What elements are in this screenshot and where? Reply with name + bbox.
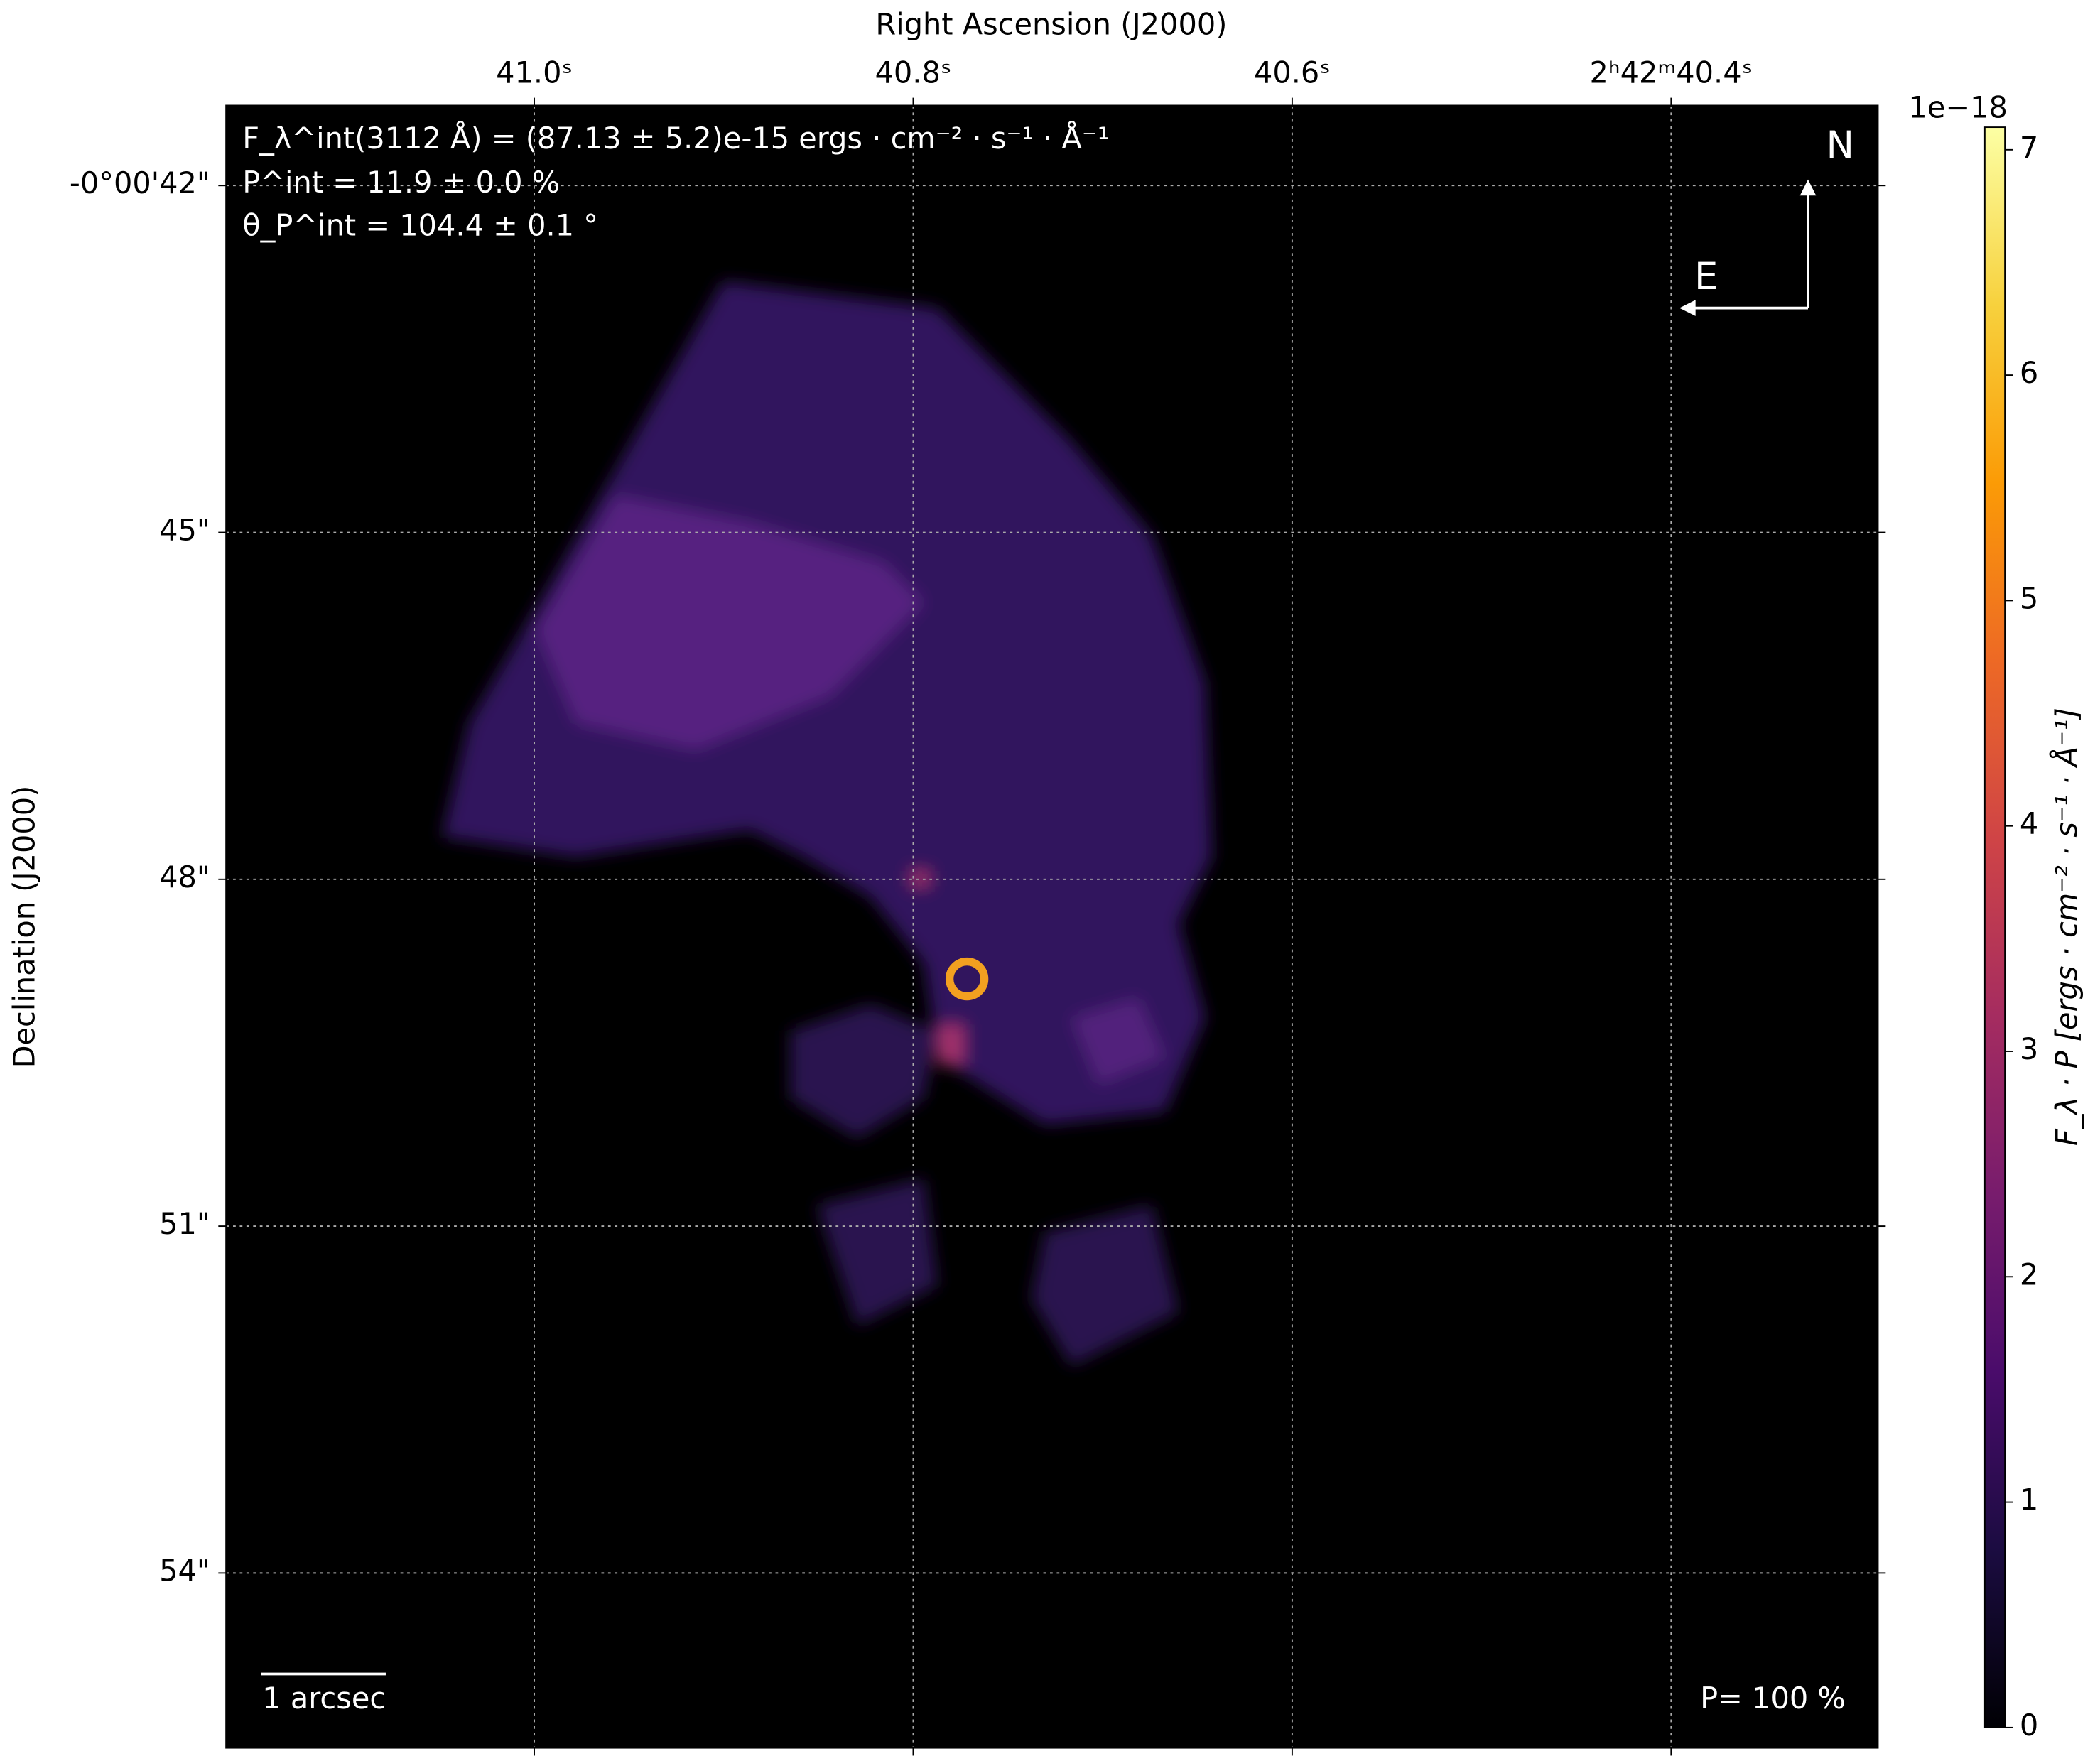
x-tick-label: 2ʰ42ᵐ40.4ˢ (1590, 56, 1753, 90)
compass-north: N (1826, 124, 1854, 167)
x-tick-label: 40.6ˢ (1254, 56, 1331, 90)
colorbar-label: F_λ · P [ergs · cm⁻² · s⁻¹ · Å⁻¹] (2050, 708, 2084, 1146)
colorbar-offset: 1e−18 (1908, 91, 2007, 125)
y-tick-label: 45" (159, 514, 210, 548)
y-tick-label: -0°00'42" (70, 166, 210, 200)
y-tick-label: 54" (159, 1554, 210, 1588)
grid (226, 105, 1878, 1748)
annotation: θ_P^int = 104.4 ± 0.1 ° (242, 208, 598, 242)
compass (1694, 194, 1809, 310)
bright-ring (945, 957, 989, 1001)
colorbar-tick-label: 1 (2020, 1483, 2038, 1517)
scale-bar-label: 1 arcsec (262, 1681, 386, 1716)
colorbar-tick-label: 7 (2020, 131, 2038, 165)
annotation: F_λ^int(3112 Å) = (87.13 ± 5.2)e-15 ergs… (242, 121, 1109, 156)
emission-map (442, 281, 1213, 1366)
annotation: P^int = 11.9 ± 0.0 % (242, 166, 560, 200)
y-tick-label: 51" (159, 1207, 210, 1241)
plot-frame (225, 104, 1879, 1749)
x-tick-label: 41.0ˢ (496, 56, 573, 90)
colorbar-tick-label: 2 (2020, 1257, 2038, 1291)
colorbar-tick-label: 5 (2020, 581, 2038, 615)
x-axis-label: Right Ascension (J2000) (875, 8, 1227, 42)
colorbar-tick-label: 0 (2020, 1708, 2038, 1743)
colorbar-tick-label: 6 (2020, 356, 2038, 390)
y-tick-label: 48" (159, 860, 210, 894)
vector-scale-label: P= 100 % (1700, 1681, 1846, 1716)
colorbar (1983, 126, 2006, 1728)
compass-arrowheads (1679, 179, 1817, 316)
x-tick-label: 40.8ˢ (875, 56, 952, 90)
colorbar-tick-label: 3 (2020, 1032, 2038, 1066)
y-axis-label: Declination (J2000) (8, 786, 42, 1068)
colorbar-tick-label: 4 (2020, 807, 2038, 841)
compass-east: E (1694, 255, 1718, 298)
